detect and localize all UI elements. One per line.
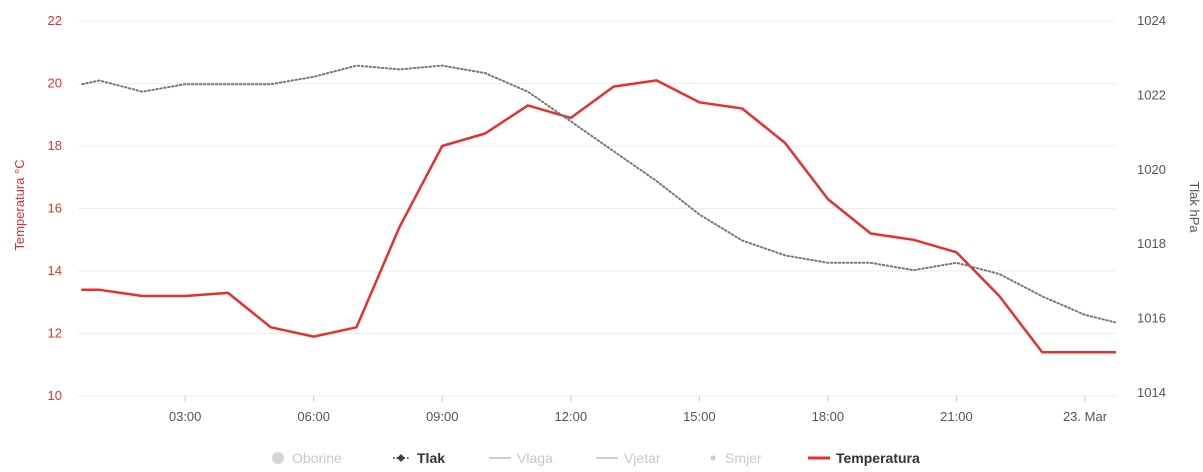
x-tick-label: 06:00: [297, 409, 330, 424]
legend-label: Tlak: [417, 450, 445, 466]
legend-symbol-circle: [272, 452, 284, 464]
series-line-temperatura: [81, 79, 1117, 354]
legend-item-temperatura: Temperatura: [808, 450, 920, 466]
y-left-tick-label: 10: [48, 388, 62, 403]
x-tick-label: 03:00: [169, 409, 202, 424]
y-right-tick-label: 1022: [1137, 87, 1166, 102]
legend-label: Vlaga: [517, 450, 553, 466]
legend-label: Smjer: [725, 450, 762, 466]
grid-lines: [78, 20, 1115, 397]
legend-symbol-diamond: [397, 454, 405, 462]
x-tick-label: 12:00: [555, 409, 588, 424]
y-right-tick-label: 1024: [1137, 13, 1166, 28]
y-right-tick-label: 1020: [1137, 162, 1166, 177]
series-layer: [81, 64, 1117, 354]
x-tick-label: 09:00: [426, 409, 459, 424]
legend-item-vlaga: Vlaga: [489, 450, 553, 466]
x-tick-label: 23. Mar: [1063, 409, 1108, 424]
x-tick-label: 15:00: [683, 409, 716, 424]
legend-item-tlak: Tlak: [393, 450, 445, 466]
y-left-tick-label: 14: [48, 263, 62, 278]
x-tick-labels: 03:00 06:00 09:00 12:00 15:00 18:00 21:00 23. M…: [169, 396, 1108, 424]
y-right-tick-labels: 1014 1016 1018 1020 1022 1024: [1137, 13, 1166, 400]
legend-label: Temperatura: [836, 450, 920, 466]
x-tick-label: 18:00: [812, 409, 845, 424]
legend-item-vjetar: Vjetar: [596, 450, 661, 466]
y-left-tick-labels: 10 12 14 16 18 20 22: [48, 13, 62, 403]
y-right-tick-label: 1016: [1137, 311, 1166, 326]
y-right-tick-label: 1014: [1137, 385, 1166, 400]
y-right-tick-label: 1018: [1137, 236, 1166, 251]
legend-item-oborine: Oborine: [272, 450, 342, 466]
series-line-tlak: [81, 64, 1116, 324]
legend-symbol-dot: [710, 455, 716, 461]
legend-label: Oborine: [292, 450, 342, 466]
y-left-tick-label: 12: [48, 326, 62, 341]
y-right-axis-title: Tlak hPa: [1187, 181, 1202, 233]
legend: Oborine Tlak Vlaga Vjetar Smjer Temperatura: [272, 450, 920, 466]
y-left-tick-label: 22: [48, 13, 62, 28]
x-tick-label: 21:00: [940, 409, 973, 424]
y-left-tick-label: 18: [48, 138, 62, 153]
y-left-tick-label: 16: [48, 201, 62, 216]
legend-label: Vjetar: [624, 450, 661, 466]
y-left-axis-title: Temperatura °C: [12, 159, 27, 250]
y-left-tick-label: 20: [48, 76, 62, 91]
legend-item-smjer: Smjer: [710, 450, 762, 466]
